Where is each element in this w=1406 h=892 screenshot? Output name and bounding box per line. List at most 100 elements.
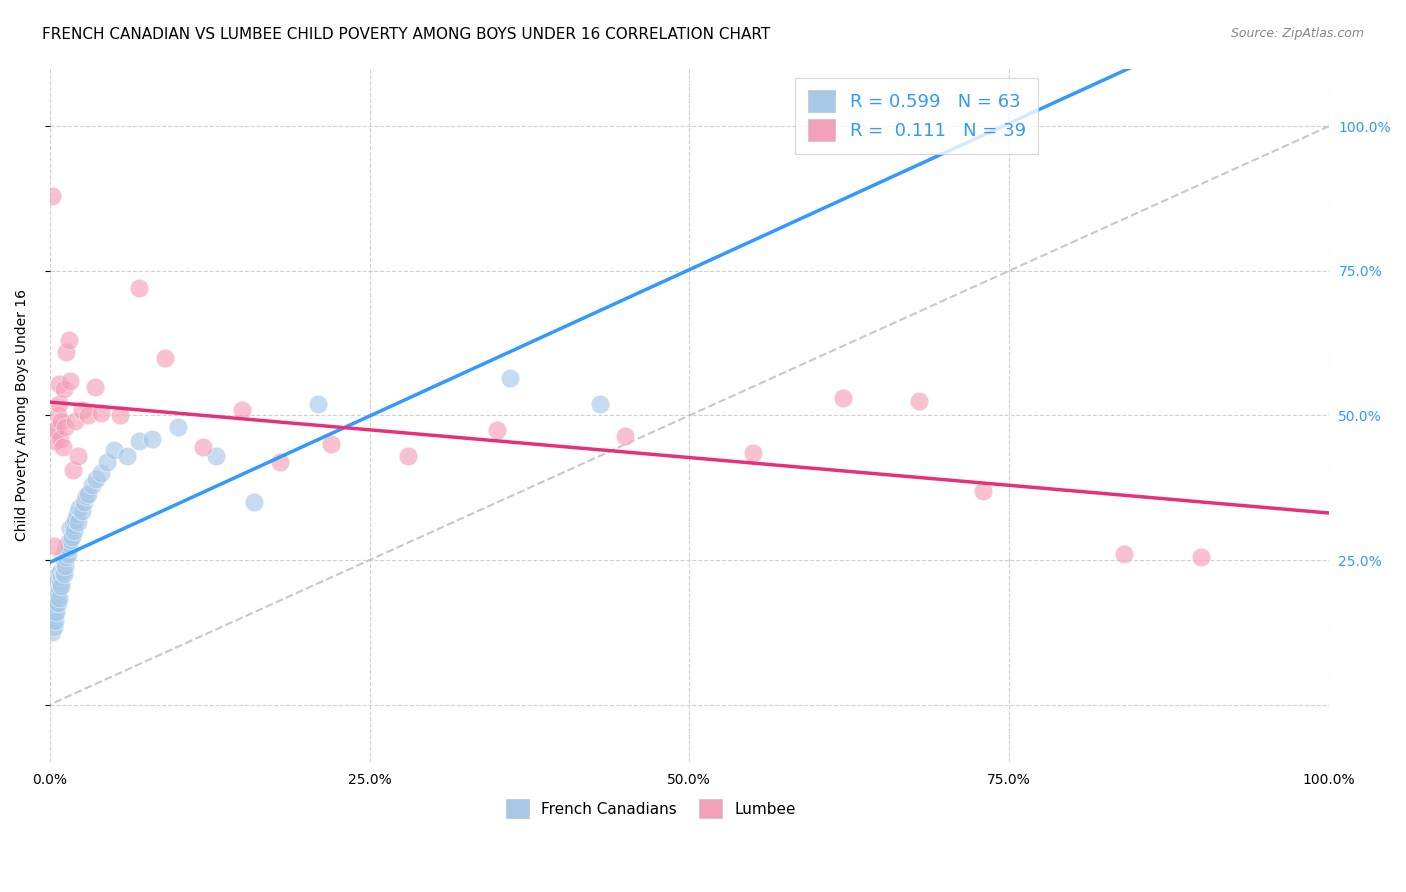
Point	[205, 449, 228, 463]
Point	[66, 449, 89, 463]
Point	[46, 409, 69, 423]
Point	[52, 565, 75, 579]
Point	[1189, 550, 1212, 565]
Point	[48, 567, 70, 582]
Point	[831, 391, 853, 405]
Point	[67, 501, 90, 516]
Point	[41, 607, 63, 622]
Point	[52, 550, 75, 565]
Point	[73, 495, 96, 509]
Point	[321, 437, 343, 451]
Point	[396, 449, 419, 463]
Point	[44, 605, 66, 619]
Point	[51, 414, 73, 428]
Point	[45, 605, 67, 619]
Point	[42, 596, 65, 610]
Point	[52, 383, 75, 397]
Point	[108, 409, 131, 423]
Point	[62, 518, 84, 533]
Point	[45, 423, 67, 437]
Point	[46, 596, 69, 610]
Y-axis label: Child Poverty Among Boys Under 16: Child Poverty Among Boys Under 16	[15, 290, 30, 541]
Point	[58, 541, 80, 556]
Point	[49, 576, 72, 591]
Point	[44, 585, 66, 599]
Point	[60, 530, 83, 544]
Point	[51, 570, 73, 584]
Point	[53, 544, 76, 558]
Point	[307, 397, 329, 411]
Point	[90, 406, 112, 420]
Point	[70, 402, 93, 417]
Point	[52, 553, 75, 567]
Point	[49, 565, 72, 579]
Point	[55, 539, 77, 553]
Point	[55, 550, 77, 565]
Point	[49, 432, 72, 446]
Point	[75, 490, 97, 504]
Point	[166, 420, 188, 434]
Point	[65, 414, 87, 428]
Point	[269, 455, 291, 469]
Point	[243, 495, 266, 509]
Point	[486, 423, 509, 437]
Point	[42, 576, 65, 591]
Point	[53, 420, 76, 434]
Point	[589, 397, 612, 411]
Point	[65, 512, 87, 526]
Point	[62, 463, 84, 477]
Point	[70, 504, 93, 518]
Point	[44, 614, 66, 628]
Point	[55, 344, 77, 359]
Point	[45, 593, 67, 607]
Point	[103, 443, 125, 458]
Point	[614, 428, 637, 442]
Point	[41, 188, 63, 202]
Point	[56, 535, 79, 549]
Point	[84, 472, 107, 486]
Point	[58, 334, 80, 348]
Point	[83, 379, 105, 393]
Point	[141, 432, 163, 446]
Point	[59, 374, 82, 388]
Point	[153, 351, 176, 365]
Point	[48, 582, 70, 596]
Point	[908, 394, 931, 409]
Point	[231, 402, 253, 417]
Point	[96, 455, 118, 469]
Point	[45, 582, 67, 596]
Point	[48, 376, 70, 391]
Point	[66, 507, 89, 521]
Point	[66, 516, 89, 530]
Legend: French Canadians, Lumbee: French Canadians, Lumbee	[499, 793, 803, 824]
Point	[77, 486, 100, 500]
Text: Source: ZipAtlas.com: Source: ZipAtlas.com	[1230, 27, 1364, 40]
Point	[80, 478, 103, 492]
Point	[51, 579, 73, 593]
Point	[45, 570, 67, 584]
Point	[46, 574, 69, 588]
Point	[52, 440, 75, 454]
Point	[53, 558, 76, 573]
Point	[48, 397, 70, 411]
Point	[44, 423, 66, 437]
Point	[972, 483, 994, 498]
Point	[52, 567, 75, 582]
Point	[128, 281, 150, 295]
Point	[46, 585, 69, 599]
Point	[39, 614, 62, 628]
Point	[56, 547, 79, 561]
Point	[742, 446, 765, 460]
Point	[499, 371, 522, 385]
Point	[39, 602, 62, 616]
Point	[42, 619, 65, 633]
Point	[193, 440, 215, 454]
Point	[41, 625, 63, 640]
Point	[59, 521, 82, 535]
Point	[44, 434, 66, 449]
Point	[42, 539, 65, 553]
Point	[59, 533, 82, 547]
Point	[90, 467, 112, 481]
Point	[77, 409, 100, 423]
Point	[41, 591, 63, 605]
